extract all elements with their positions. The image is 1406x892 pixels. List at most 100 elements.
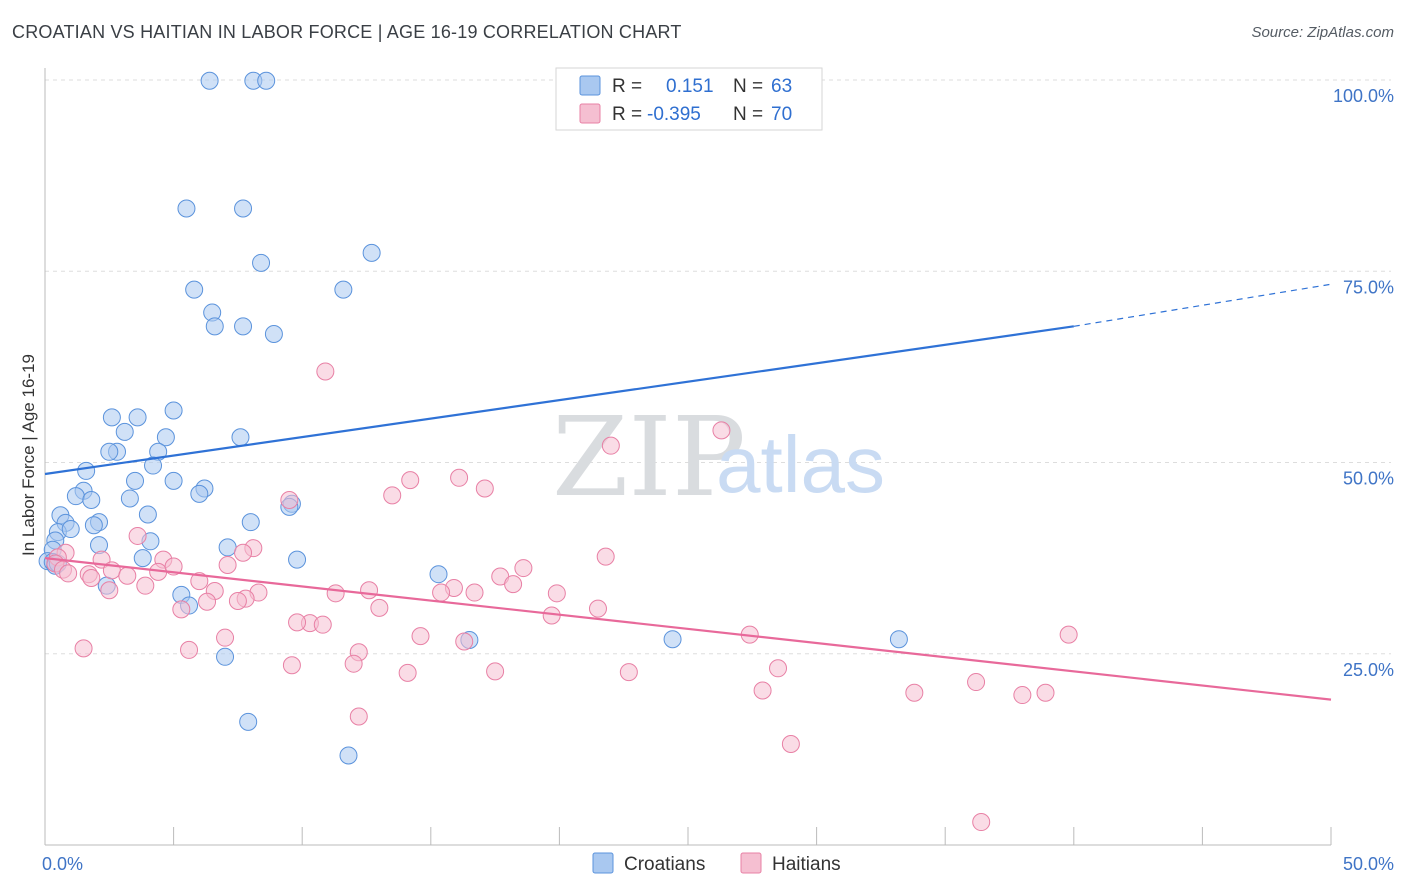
- croatian-point-13: [264, 324, 283, 343]
- haitian-point-59: [282, 656, 301, 675]
- watermark-atlas: atlas: [716, 420, 885, 509]
- croatian-point-46: [218, 538, 237, 557]
- trend-lines: [44, 283, 1332, 701]
- croatian-trend-extension: [1073, 283, 1332, 327]
- croatian-point-24: [77, 461, 96, 480]
- croatian-point-42: [61, 520, 80, 539]
- legend-haitians-label: Haitians: [772, 854, 841, 875]
- croatian-point-2: [257, 71, 276, 90]
- croatian-point-9: [185, 280, 204, 299]
- x-tick-label-0: 0.0%: [42, 854, 83, 874]
- legend-croatians-label: Croatians: [624, 854, 705, 875]
- x-tick-labels: 0.0% 50.0%: [42, 854, 1394, 874]
- croatian-point-18: [156, 428, 175, 447]
- croatian-point-38: [241, 513, 260, 532]
- haitian-point-67: [1013, 686, 1032, 705]
- haitian-point-45: [588, 599, 607, 618]
- croatian-point-29: [190, 484, 209, 503]
- croatian-point-19: [231, 428, 250, 447]
- haitian-point-58: [344, 654, 363, 673]
- haitian-point-56: [180, 640, 199, 659]
- y-tick-labels: 25.0% 50.0% 75.0% 100.0%: [1333, 86, 1394, 680]
- croatian-point-26: [126, 471, 145, 490]
- y-tick-label-1: 50.0%: [1343, 469, 1394, 489]
- haitian-point-51: [411, 627, 430, 646]
- croatian-point-6: [362, 243, 381, 262]
- stats-legend: R = 0.151 N = 63 R = -0.395 N = 70: [555, 67, 823, 131]
- haitian-point-41: [172, 600, 191, 619]
- croatian-point-7: [252, 253, 271, 272]
- haitian-point-70: [781, 735, 800, 754]
- haitian-point-61: [619, 663, 638, 682]
- haitian-n-value: 70: [771, 104, 792, 125]
- grid-lines: [45, 79, 1391, 655]
- haitian-point-2: [601, 436, 620, 455]
- haitian-point-30: [136, 576, 155, 595]
- haitian-point-18: [514, 559, 533, 578]
- croatian-point-30: [66, 487, 85, 506]
- haitian-point-49: [288, 613, 307, 632]
- croatian-point-4: [177, 199, 196, 218]
- haitian-r-label: R =: [612, 104, 642, 125]
- haitian-point-0: [316, 362, 335, 381]
- haitian-point-63: [769, 659, 788, 678]
- croatian-point-15: [102, 408, 121, 427]
- croatian-point-59: [663, 630, 682, 649]
- legend-croatians-swatch: [592, 852, 614, 874]
- haitian-point-54: [1059, 625, 1078, 644]
- croatian-point-63: [339, 746, 358, 765]
- haitian-point-26: [82, 569, 101, 588]
- haitian-point-33: [465, 583, 484, 602]
- y-tick-label-0: 25.0%: [1343, 660, 1394, 680]
- haitian-r-value: -0.395: [647, 104, 701, 125]
- haitian-point-25: [59, 564, 78, 583]
- haitian-point-42: [547, 584, 566, 603]
- haitian-point-43: [228, 591, 247, 610]
- croatian-point-62: [239, 712, 258, 731]
- haitian-point-1: [712, 421, 731, 440]
- haitian-point-62: [398, 663, 417, 682]
- haitian-point-37: [370, 598, 389, 617]
- haitian-point-9: [234, 543, 253, 562]
- haitian-point-27: [100, 581, 119, 600]
- croatian-n-label: N =: [733, 76, 763, 97]
- haitian-point-44: [198, 592, 217, 611]
- haitian-swatch: [579, 103, 601, 124]
- croatian-point-31: [82, 490, 101, 509]
- croatian-r-label: R =: [612, 76, 642, 97]
- haitian-point-5: [475, 479, 494, 498]
- chart-title: CROATIAN VS HAITIAN IN LABOR FORCE | AGE…: [12, 22, 682, 42]
- source-label: Source: ZipAtlas.com: [1251, 24, 1394, 41]
- croatian-point-16: [128, 408, 147, 427]
- croatian-point-61: [216, 647, 235, 666]
- haitian-point-55: [74, 639, 93, 658]
- haitian-point-3: [450, 468, 469, 487]
- series-legend: Croatians Haitians: [592, 852, 841, 875]
- croatian-point-51: [288, 550, 307, 569]
- croatian-point-25: [164, 471, 183, 490]
- haitian-point-4: [401, 471, 420, 490]
- croatian-point-35: [138, 505, 157, 524]
- haitian-n-label: N =: [733, 104, 763, 125]
- legend-haitians-swatch: [740, 852, 762, 874]
- croatian-point-17: [115, 422, 134, 441]
- croatian-point-5: [234, 199, 253, 218]
- haitian-point-12: [128, 526, 147, 545]
- haitian-point-31: [190, 572, 209, 591]
- haitian-point-69: [349, 707, 368, 726]
- haitian-point-71: [972, 813, 991, 832]
- croatian-point-11: [205, 317, 224, 336]
- haitian-point-65: [753, 681, 772, 700]
- croatian-point-40: [84, 516, 103, 535]
- croatian-point-49: [133, 549, 152, 568]
- croatian-n-value: 63: [771, 76, 792, 97]
- haitian-point-34: [432, 583, 451, 602]
- croatian-point-52: [429, 565, 448, 584]
- haitian-point-50: [455, 632, 474, 651]
- croatian-point-8: [334, 280, 353, 299]
- haitian-point-60: [486, 662, 505, 681]
- haitian-point-11: [596, 547, 615, 566]
- croatian-point-14: [164, 401, 183, 420]
- y-tick-label-3: 100.0%: [1333, 86, 1394, 106]
